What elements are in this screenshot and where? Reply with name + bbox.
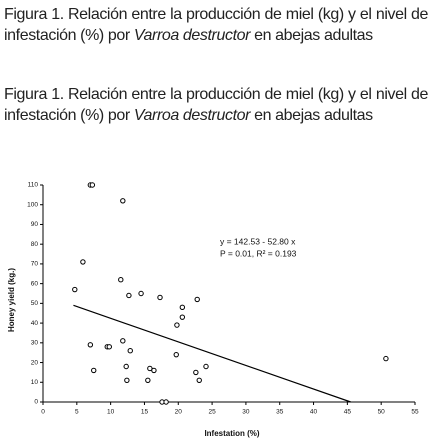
annotation: P = 0.01, R² = 0.193 [220, 248, 297, 258]
y-tick-label: 110 [28, 182, 39, 189]
point [157, 294, 163, 301]
point [194, 296, 200, 303]
y-tick-label: 80 [31, 241, 39, 248]
point [163, 399, 169, 405]
point [173, 351, 179, 358]
y-tick-label: 60 [31, 280, 39, 287]
x-axis-label: Infestation (%) [204, 429, 259, 438]
y-tick-label: 40 [31, 320, 39, 327]
point [138, 290, 144, 297]
x-tick-label: 40 [310, 409, 318, 416]
y-tick-label: 70 [31, 261, 39, 268]
point [147, 365, 153, 372]
point [120, 198, 126, 204]
y-tick-label: 30 [31, 340, 39, 347]
caption-species: Varroa destructor [133, 27, 251, 44]
regression-line [73, 304, 351, 403]
x-tick-label: 35 [276, 409, 284, 416]
x-tick-label: 30 [242, 409, 250, 416]
y-tick-label: 10 [31, 379, 39, 386]
point [124, 377, 130, 383]
x-tick-label: 15 [141, 409, 149, 416]
point [193, 369, 199, 376]
point [87, 342, 94, 348]
point [151, 367, 157, 374]
point [203, 363, 209, 370]
caption-species: Varroa destructor [133, 107, 251, 124]
y-tick-label: 100 [27, 201, 38, 208]
point [145, 377, 151, 383]
annotation: y = 142.53 - 52.80 x [220, 236, 296, 246]
point [123, 363, 129, 370]
point [91, 367, 97, 374]
y-tick-label: 0 [34, 399, 38, 406]
point [106, 344, 112, 350]
caption: Figura 1. Relación entre la producción d… [4, 84, 428, 126]
caption: Figura 1. Relación entre la producción d… [4, 4, 428, 46]
x-tick-label: 25 [208, 409, 216, 416]
y-tick-label: 50 [31, 300, 39, 307]
point [126, 292, 132, 299]
point [72, 286, 78, 293]
caption-text: en abejas adultas [254, 27, 373, 44]
point [174, 322, 180, 328]
point [383, 355, 389, 362]
point [89, 182, 96, 188]
point [118, 276, 124, 283]
caption-text: Figura 1. Relación entre la producción d… [4, 6, 428, 44]
y-tick-label: 20 [31, 359, 39, 366]
point [127, 348, 133, 354]
x-tick-label: 20 [175, 409, 183, 416]
point [120, 338, 126, 344]
point [196, 377, 202, 383]
point [179, 304, 186, 311]
point [179, 314, 186, 320]
caption-text: Figura 1. Relación entre la producción d… [4, 86, 428, 124]
x-tick-label: 45 [344, 409, 352, 416]
point [80, 259, 86, 265]
caption-text: en abejas adultas [254, 107, 373, 124]
x-tick-label: 0 [41, 409, 45, 416]
x-tick-label: 5 [75, 409, 79, 416]
y-axis-label: Honey yield (kg.) [7, 268, 16, 332]
x-tick-label: 55 [411, 409, 419, 416]
x-tick-label: 10 [107, 409, 115, 416]
y-tick-label: 90 [31, 221, 39, 228]
x-tick-label: 50 [378, 409, 386, 416]
